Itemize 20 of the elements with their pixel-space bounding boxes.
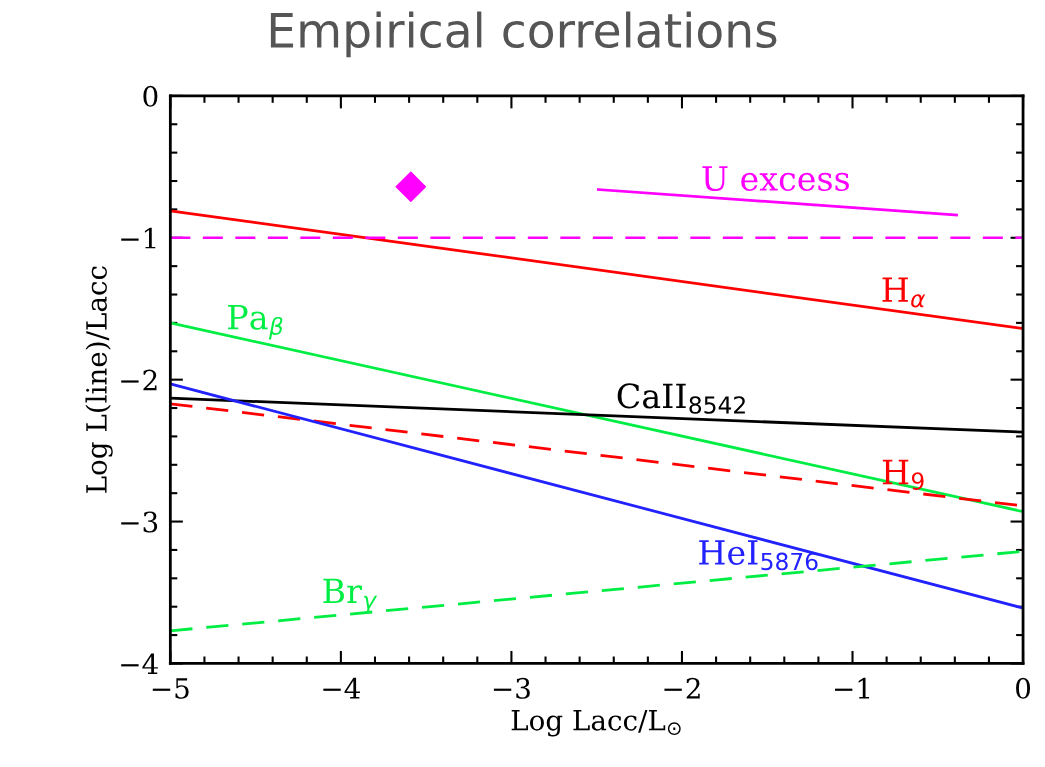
series-label: U excess — [702, 166, 849, 192]
series-label: Pa$_{β}$ — [228, 305, 283, 340]
series-label: H$_{α}$ — [882, 277, 926, 308]
y-tick-label: −2 — [121, 369, 157, 391]
x-tick-label: 0 — [1016, 677, 1031, 699]
y-tick-label: −1 — [121, 227, 156, 249]
series-label: H$_{9}$ — [882, 459, 924, 490]
x-tick-label: −4 — [323, 677, 360, 699]
x-tick-label: −3 — [493, 677, 530, 699]
y-tick-label: 0 — [143, 85, 158, 107]
series-label: CaII$_{8542}$ — [617, 383, 745, 414]
y-tick-label: −3 — [121, 511, 158, 533]
x-tick-label: −2 — [664, 677, 700, 699]
x-tick-label: −1 — [834, 677, 870, 699]
y-tick-label: −4 — [121, 653, 158, 675]
y-axis-title: Log L(line)/Lacc — [85, 266, 113, 493]
x-axis-title: Log Lacc/L$_{⊙}$ — [511, 710, 681, 737]
x-tick-label: −5 — [152, 678, 189, 699]
chart-title: Empirical correlations — [270, 11, 777, 58]
series-label: HeI$_{5876}$ — [699, 540, 818, 571]
